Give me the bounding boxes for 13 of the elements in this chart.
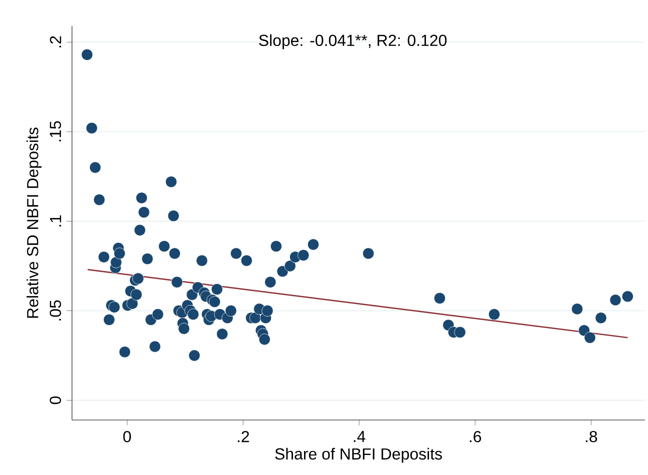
x-tick-label: .8 [586,430,598,442]
x-tick-label: .2 [238,430,249,442]
y-tick-label: .1 [50,215,62,226]
x-axis-title: Share of NBFI Deposits [275,448,442,463]
y-axis-title: Relative SD NBFI Deposits [26,128,42,318]
annotation: Slope: -0.041**, R2: 0.120 [259,34,447,50]
y-tick-label: .05 [50,300,62,320]
x-tick-label: .6 [470,430,482,442]
y-tick-label: 0 [50,396,62,404]
y-tick-label: .2 [50,36,62,48]
y-tick-label: .15 [50,121,62,142]
x-tick-label: .4 [354,430,366,442]
x-tick-label: 0 [123,430,131,442]
